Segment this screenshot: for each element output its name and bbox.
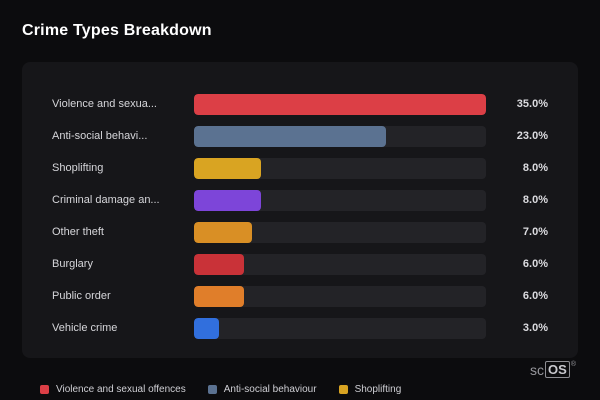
bar-chart-panel: Violence and sexua... 35.0% Anti-social be…: [22, 62, 578, 358]
value-label: 6.0%: [522, 258, 548, 270]
bar-track: [194, 221, 486, 243]
bar-track: [194, 125, 486, 147]
bar-fill-criminal-damage-and-arson[interactable]: [194, 189, 261, 211]
bar-label: Other theft: [52, 226, 104, 238]
value-label: 8.0%: [522, 194, 548, 206]
legend-label: Anti-social behaviour: [223, 384, 317, 395]
bar-fill-anti-social-behaviour[interactable]: [194, 125, 386, 147]
legend-item-anti-social-behaviour[interactable]: Anti-social behaviour: [207, 384, 317, 395]
legend-swatch-icon: [207, 385, 217, 394]
scos-logo-prefix: sc: [530, 361, 545, 378]
value-label: 3.0%: [522, 322, 548, 334]
bar-label: Violence and sexua...: [52, 98, 157, 110]
bar-track: [194, 317, 486, 339]
bar-track: [194, 189, 486, 211]
bar-fill-public-order[interactable]: [194, 285, 245, 307]
value-label: 7.0%: [522, 226, 548, 238]
bar-label: Anti-social behavi...: [52, 130, 148, 142]
value-label: 6.0%: [522, 290, 548, 302]
bar-label: Shoplifting: [52, 162, 104, 174]
bar-row: Public order 6.0%: [52, 280, 548, 312]
legend-label: Shoplifting: [354, 384, 402, 395]
value-label: 8.0%: [522, 162, 548, 174]
legend-item-violence-and-sexual-offences[interactable]: Violence and sexual offences: [40, 384, 186, 395]
bar-row: Anti-social behavi... 23.0%: [52, 120, 548, 152]
bar-track: [194, 253, 486, 275]
bar-row: Violence and sexua... 35.0%: [52, 88, 548, 120]
bar-track: [194, 157, 486, 179]
bar-row: Shoplifting 8.0%: [52, 152, 548, 184]
bar-row: Vehicle crime 3.0%: [52, 312, 548, 344]
legend-swatch-icon: [40, 385, 49, 394]
bar-row: Criminal damage an... 8.0%: [52, 184, 548, 216]
bar-rows-container: Violence and sexua... 35.0% Anti-social be…: [52, 88, 548, 344]
bar-row: Burglary 6.0%: [52, 248, 548, 280]
bar-track: [194, 285, 486, 307]
legend-label: Violence and sexual offences: [56, 384, 186, 395]
bar-fill-burglary[interactable]: [194, 253, 245, 275]
bar-fill-violence-and-sexual-offences[interactable]: [194, 93, 486, 115]
bar-fill-shoplifting[interactable]: [194, 157, 261, 179]
scos-logo: sc OS ®: [530, 361, 576, 378]
bar-track: [194, 93, 486, 115]
bar-label: Criminal damage an...: [52, 194, 160, 206]
bar-fill-other-theft[interactable]: [194, 221, 253, 243]
legend-item-shoplifting[interactable]: Shoplifting: [338, 384, 402, 395]
value-label: 23.0%: [516, 130, 548, 142]
legend-swatch-icon: [338, 385, 348, 394]
bar-row: Other theft 7.0%: [52, 216, 548, 248]
bar-label: Burglary: [52, 258, 93, 270]
chart-legend: Violence and sexual offences Anti-social …: [40, 384, 401, 395]
page-title: Crime Types Breakdown: [22, 22, 212, 39]
bar-label: Vehicle crime: [52, 322, 118, 334]
value-label: 35.0%: [516, 98, 548, 110]
bar-fill-vehicle-crime[interactable]: [194, 317, 220, 339]
bar-label: Public order: [52, 290, 111, 302]
scos-logo-boxed: OS: [545, 361, 570, 378]
registered-trademark-icon: ®: [570, 361, 576, 368]
